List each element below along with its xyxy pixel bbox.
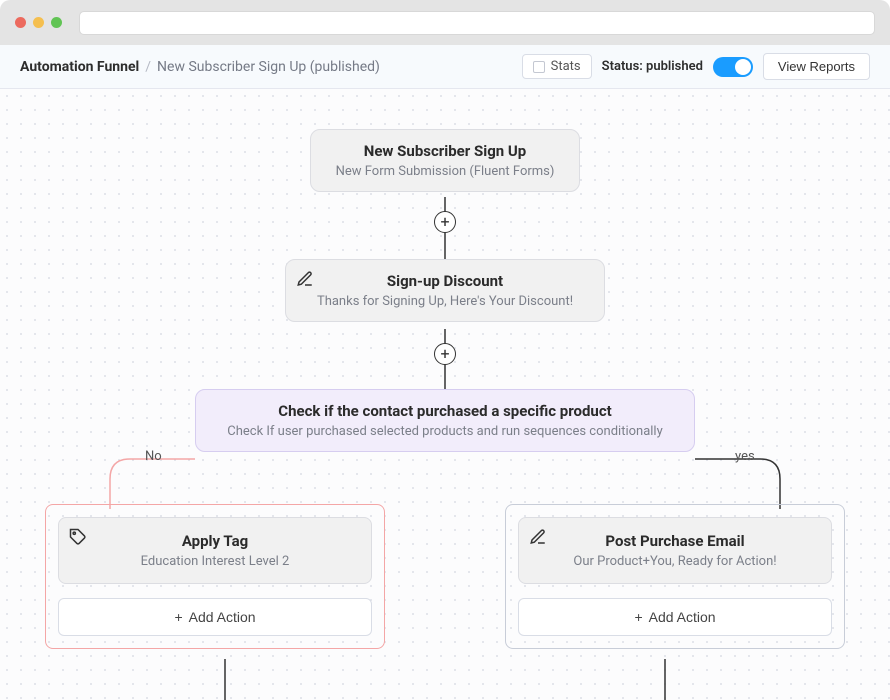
trigger-node[interactable]: New Subscriber Sign Up New Form Submissi… (310, 129, 580, 192)
post-purchase-subtitle: Our Product+You, Ready for Action! (529, 554, 821, 569)
post-purchase-node[interactable]: Post Purchase Email Our Product+You, Rea… (518, 517, 832, 584)
branch-label-yes: yes (735, 449, 755, 464)
breadcrumb: Automation Funnel / New Subscriber Sign … (20, 59, 380, 75)
branch-label-no: No (145, 449, 162, 464)
plus-icon: + (174, 609, 182, 625)
condition-title: Check if the contact purchased a specifi… (214, 402, 676, 420)
add-action-yes[interactable]: + Add Action (518, 598, 832, 636)
breadcrumb-root[interactable]: Automation Funnel (20, 59, 139, 75)
email-title: Sign-up Discount (304, 272, 586, 290)
browser-chrome (0, 0, 890, 45)
trigger-title: New Subscriber Sign Up (329, 142, 561, 160)
add-action-yes-label: Add Action (649, 609, 716, 625)
edit-icon (296, 270, 314, 292)
window-close-dot[interactable] (15, 17, 26, 28)
window-max-dot[interactable] (51, 17, 62, 28)
automation-canvas[interactable]: New Subscriber Sign Up New Form Submissi… (0, 89, 890, 700)
status-label: Status: published (602, 59, 703, 74)
post-purchase-title: Post Purchase Email (529, 532, 821, 550)
window-min-dot[interactable] (33, 17, 44, 28)
email-node[interactable]: Sign-up Discount Thanks for Signing Up, … (285, 259, 605, 322)
branch-box-yes: Post Purchase Email Our Product+You, Rea… (505, 504, 845, 649)
status-toggle[interactable] (713, 57, 753, 77)
apply-tag-subtitle: Education Interest Level 2 (69, 554, 361, 569)
breadcrumb-page[interactable]: New Subscriber Sign Up (published) (157, 59, 380, 75)
apply-tag-node[interactable]: Apply Tag Education Interest Level 2 (58, 517, 372, 584)
edit-icon (529, 528, 547, 550)
apply-tag-title: Apply Tag (69, 532, 361, 550)
add-step-button-2[interactable]: + (434, 343, 456, 365)
header-bar: Automation Funnel / New Subscriber Sign … (0, 45, 890, 89)
tag-icon (69, 528, 87, 550)
url-bar[interactable] (79, 11, 875, 35)
condition-subtitle: Check If user purchased selected product… (214, 424, 676, 439)
toggle-knob (735, 59, 751, 75)
breadcrumb-sep: / (145, 59, 151, 75)
email-subtitle: Thanks for Signing Up, Here's Your Disco… (304, 294, 586, 309)
stats-button[interactable]: Stats (522, 54, 592, 79)
stats-label: Stats (551, 59, 581, 74)
condition-node[interactable]: Check if the contact purchased a specifi… (195, 389, 695, 452)
plus-icon: + (634, 609, 642, 625)
checkbox-icon (533, 61, 545, 73)
add-action-no-label: Add Action (189, 609, 256, 625)
trigger-subtitle: New Form Submission (Fluent Forms) (329, 164, 561, 179)
view-reports-button[interactable]: View Reports (763, 53, 870, 80)
add-step-button-1[interactable]: + (434, 211, 456, 233)
branch-box-no: Apply Tag Education Interest Level 2 + A… (45, 504, 385, 649)
add-action-no[interactable]: + Add Action (58, 598, 372, 636)
